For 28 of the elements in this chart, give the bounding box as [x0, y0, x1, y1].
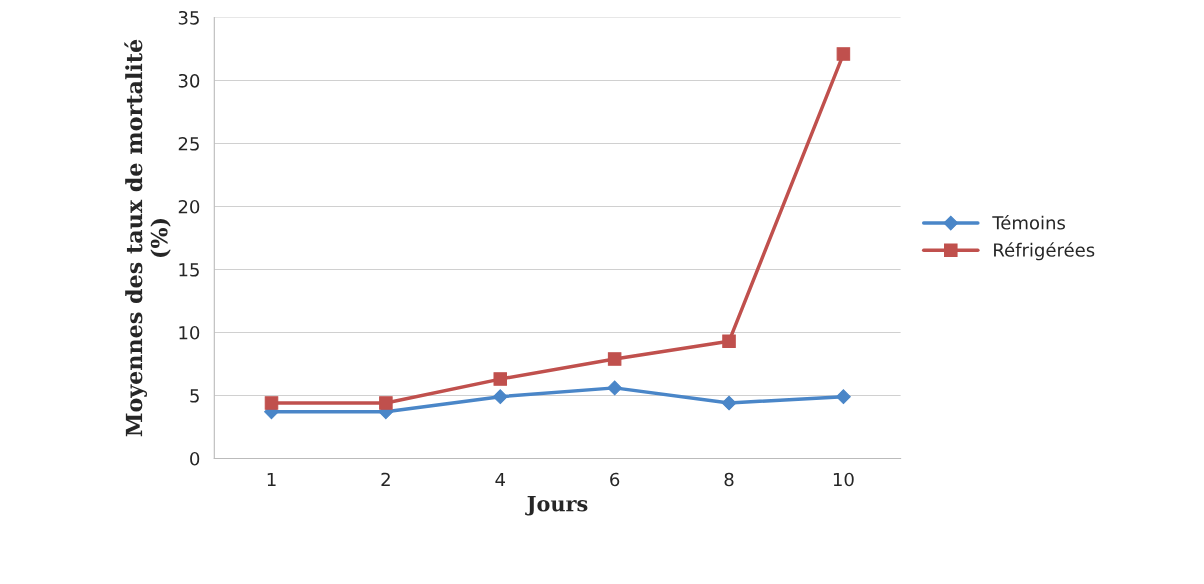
point: [379, 396, 393, 410]
x-tick-label: 1: [267, 472, 276, 487]
y-tick-label: 35: [178, 10, 199, 25]
point: [607, 380, 623, 396]
point: [607, 352, 622, 366]
x-tick-label: 2: [381, 472, 390, 487]
x-tick-label: 10: [833, 472, 854, 487]
point: [492, 389, 508, 405]
point: [721, 395, 737, 411]
y-axis-title: Moyennes des taux de mortalité (%): [124, 39, 171, 437]
x-tick-label: 8: [724, 472, 734, 487]
x-tick-label: 4: [495, 472, 505, 487]
y-tick-label: 0: [190, 451, 200, 466]
legend-label: Témoins: [992, 214, 1065, 230]
x-axis-title: Jours: [525, 496, 588, 516]
x-tick-label: 6: [610, 472, 620, 487]
y-tick-label: 5: [190, 389, 199, 403]
point: [493, 372, 508, 386]
point: [722, 334, 736, 349]
y-tick-label: 20: [178, 199, 200, 214]
point: [836, 389, 851, 405]
y-tick-label: 30: [178, 73, 200, 88]
point: [836, 47, 851, 61]
y-tick-label: 25: [178, 136, 199, 151]
y-tick-label: 10: [179, 325, 200, 340]
legend-label: Réfrigérées: [994, 242, 1095, 261]
point: [264, 396, 279, 410]
y-tick-label: 15: [179, 263, 199, 277]
